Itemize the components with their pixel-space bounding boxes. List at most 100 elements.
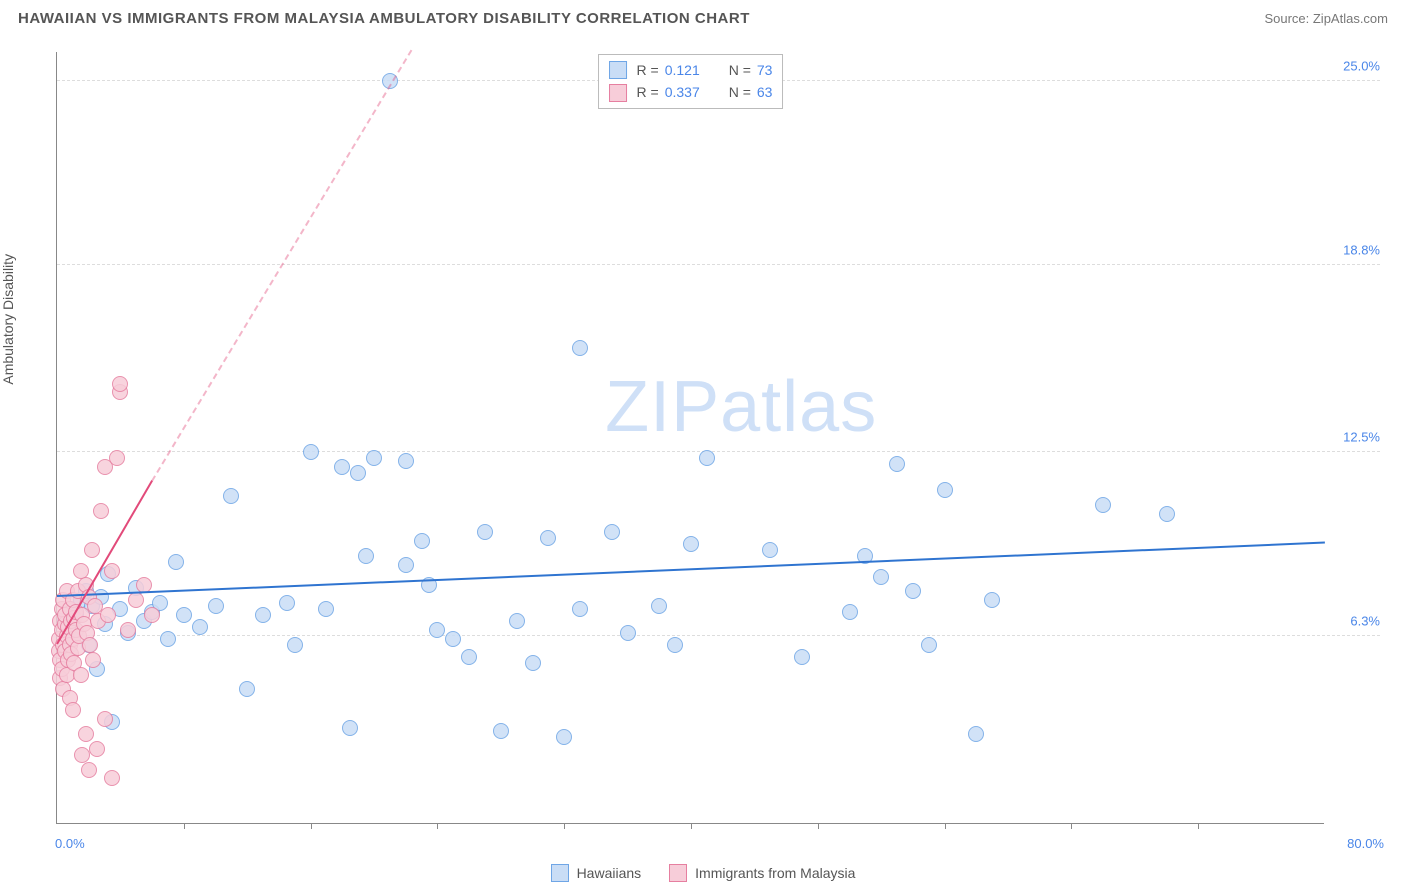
x-axis-max: 80.0% [1347, 836, 1384, 851]
data-point [65, 702, 81, 718]
chart-area: Ambulatory Disability ZIPatlas R =0.121N… [18, 40, 1388, 844]
x-tick [1071, 823, 1072, 829]
data-point [73, 563, 89, 579]
data-point [842, 604, 858, 620]
trend-line-extrapolated [151, 50, 412, 482]
y-tick-label: 6.3% [1350, 613, 1380, 628]
y-tick-label: 12.5% [1343, 429, 1380, 444]
data-point [1159, 506, 1175, 522]
data-point [937, 482, 953, 498]
legend-correlation-row: R =0.337N =63 [609, 81, 773, 103]
data-point [342, 720, 358, 736]
data-point [1095, 497, 1111, 513]
data-point [192, 619, 208, 635]
data-point [525, 655, 541, 671]
data-point [366, 450, 382, 466]
data-point [350, 465, 366, 481]
data-point [168, 554, 184, 570]
data-point [667, 637, 683, 653]
data-point [287, 637, 303, 653]
data-point [762, 542, 778, 558]
x-tick [691, 823, 692, 829]
chart-header: HAWAIIAN VS IMMIGRANTS FROM MALAYSIA AMB… [0, 0, 1406, 33]
data-point [334, 459, 350, 475]
source-link[interactable]: ZipAtlas.com [1313, 11, 1388, 26]
data-point [540, 530, 556, 546]
x-tick [437, 823, 438, 829]
plot-region: ZIPatlas R =0.121N =73R =0.337N =63 0.0%… [56, 52, 1324, 824]
gridline [57, 635, 1380, 636]
legend-correlation: R =0.121N =73R =0.337N =63 [598, 54, 784, 109]
legend-item: Immigrants from Malaysia [669, 864, 855, 882]
data-point [208, 598, 224, 614]
data-point [89, 741, 105, 757]
data-point [223, 488, 239, 504]
data-point [97, 711, 113, 727]
data-point [620, 625, 636, 641]
data-point [144, 607, 160, 623]
data-point [921, 637, 937, 653]
gridline [57, 451, 1380, 452]
legend-item: Hawaiians [551, 864, 642, 882]
data-point [84, 542, 100, 558]
data-point [82, 637, 98, 653]
data-point [604, 524, 620, 540]
data-point [176, 607, 192, 623]
source-credit: Source: ZipAtlas.com [1264, 11, 1388, 26]
chart-title: HAWAIIAN VS IMMIGRANTS FROM MALAYSIA AMB… [18, 10, 750, 27]
data-point [429, 622, 445, 638]
data-point [73, 667, 89, 683]
data-point [398, 557, 414, 573]
y-tick-label: 25.0% [1343, 58, 1380, 73]
data-point [794, 649, 810, 665]
legend-label: Hawaiians [577, 865, 642, 881]
legend-swatch [609, 84, 627, 102]
legend-swatch [609, 61, 627, 79]
data-point [104, 770, 120, 786]
data-point [477, 524, 493, 540]
data-point [239, 681, 255, 697]
data-point [572, 340, 588, 356]
x-tick [1198, 823, 1199, 829]
legend-swatch [669, 864, 687, 882]
gridline [57, 264, 1380, 265]
x-tick [311, 823, 312, 829]
data-point [968, 726, 984, 742]
data-point [461, 649, 477, 665]
x-axis-min: 0.0% [55, 836, 85, 851]
data-point [984, 592, 1000, 608]
data-point [699, 450, 715, 466]
data-point [85, 652, 101, 668]
data-point [100, 607, 116, 623]
y-axis-label: Ambulatory Disability [0, 254, 16, 385]
data-point [78, 726, 94, 742]
data-point [303, 444, 319, 460]
legend-swatch [551, 864, 569, 882]
data-point [398, 453, 414, 469]
y-tick-label: 18.8% [1343, 242, 1380, 257]
data-point [414, 533, 430, 549]
data-point [572, 601, 588, 617]
watermark: ZIPatlas [605, 366, 877, 448]
data-point [160, 631, 176, 647]
x-tick [945, 823, 946, 829]
data-point [318, 601, 334, 617]
data-point [556, 729, 572, 745]
legend-correlation-row: R =0.121N =73 [609, 59, 773, 81]
x-tick [564, 823, 565, 829]
data-point [509, 613, 525, 629]
x-tick [184, 823, 185, 829]
data-point [445, 631, 461, 647]
data-point [120, 622, 136, 638]
data-point [112, 376, 128, 392]
legend-series: Hawaiians Immigrants from Malaysia [0, 864, 1406, 882]
data-point [651, 598, 667, 614]
data-point [358, 548, 374, 564]
data-point [873, 569, 889, 585]
data-point [109, 450, 125, 466]
legend-label: Immigrants from Malaysia [695, 865, 855, 881]
data-point [81, 762, 97, 778]
data-point [93, 503, 109, 519]
data-point [493, 723, 509, 739]
data-point [905, 583, 921, 599]
